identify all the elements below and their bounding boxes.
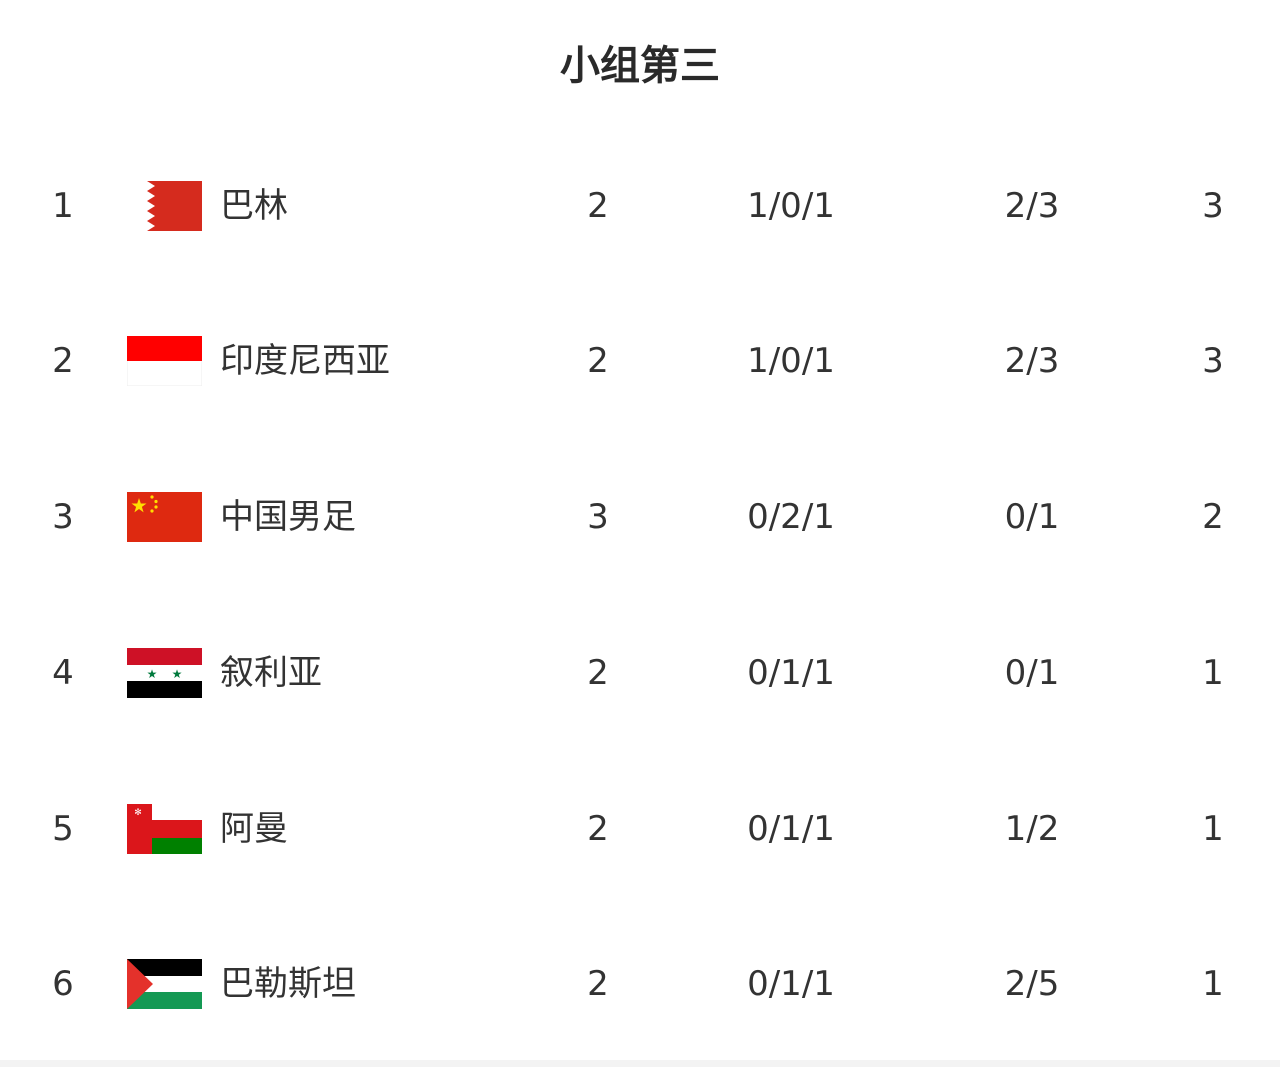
goals-for-against: 2/5: [1004, 964, 1060, 1004]
team-name: 印度尼西亚: [220, 341, 390, 381]
points: 1: [1202, 653, 1224, 693]
china-flag-icon: [127, 492, 202, 542]
table-row[interactable]: 1 巴林 2 1/0/1 2/3 3: [0, 176, 1280, 236]
win-draw-loss: 0/2/1: [747, 497, 835, 537]
points: 2: [1202, 497, 1224, 537]
bahrain-flag-icon: [127, 181, 202, 231]
rank: 2: [52, 341, 74, 381]
matches-played: 2: [587, 964, 609, 1004]
syria-flag-icon: ★ ★: [127, 648, 202, 698]
svg-text:✻: ✻: [134, 808, 142, 818]
rank: 3: [52, 497, 74, 537]
points: 3: [1202, 186, 1224, 226]
points: 1: [1202, 809, 1224, 849]
bottom-divider: [0, 1060, 1280, 1067]
team-name: 巴林: [220, 186, 288, 226]
win-draw-loss: 0/1/1: [747, 809, 835, 849]
win-draw-loss: 0/1/1: [747, 964, 835, 1004]
team-name: 阿曼: [220, 809, 288, 849]
goals-for-against: 0/1: [1004, 497, 1060, 537]
matches-played: 2: [587, 186, 609, 226]
win-draw-loss: 0/1/1: [747, 653, 835, 693]
points: 1: [1202, 964, 1224, 1004]
table-row[interactable]: 5 ✻ 阿曼 2 0/1/1 1/2 1: [0, 799, 1280, 859]
points: 3: [1202, 341, 1224, 381]
table-row[interactable]: 2 印度尼西亚 2 1/0/1 2/3 3: [0, 331, 1280, 391]
team-name: 叙利亚: [220, 653, 322, 693]
matches-played: 2: [587, 341, 609, 381]
indonesia-flag-icon: [127, 336, 202, 386]
matches-played: 2: [587, 809, 609, 849]
matches-played: 2: [587, 653, 609, 693]
goals-for-against: 2/3: [1004, 341, 1060, 381]
team-name: 巴勒斯坦: [220, 964, 356, 1004]
table-row[interactable]: 4 ★ ★ 叙利亚 2 0/1/1 0/1 1: [0, 643, 1280, 703]
page-title: 小组第三: [560, 43, 720, 89]
oman-flag-icon: ✻: [127, 804, 202, 854]
rank: 6: [52, 964, 74, 1004]
rank: 1: [52, 186, 74, 226]
matches-played: 3: [587, 497, 609, 537]
goals-for-against: 0/1: [1004, 653, 1060, 693]
svg-text:★: ★: [172, 667, 183, 681]
rank: 5: [52, 809, 74, 849]
svg-text:★: ★: [147, 667, 158, 681]
goals-for-against: 1/2: [1004, 809, 1060, 849]
win-draw-loss: 1/0/1: [747, 341, 835, 381]
team-name: 中国男足: [220, 497, 356, 537]
table-row[interactable]: 6 巴勒斯坦 2 0/1/1 2/5 1: [0, 954, 1280, 1014]
table-row[interactable]: 3 中国男足 3 0/2/1 0/1 2: [0, 487, 1280, 547]
win-draw-loss: 1/0/1: [747, 186, 835, 226]
palestine-flag-icon: [127, 959, 202, 1009]
goals-for-against: 2/3: [1004, 186, 1060, 226]
rank: 4: [52, 653, 74, 693]
